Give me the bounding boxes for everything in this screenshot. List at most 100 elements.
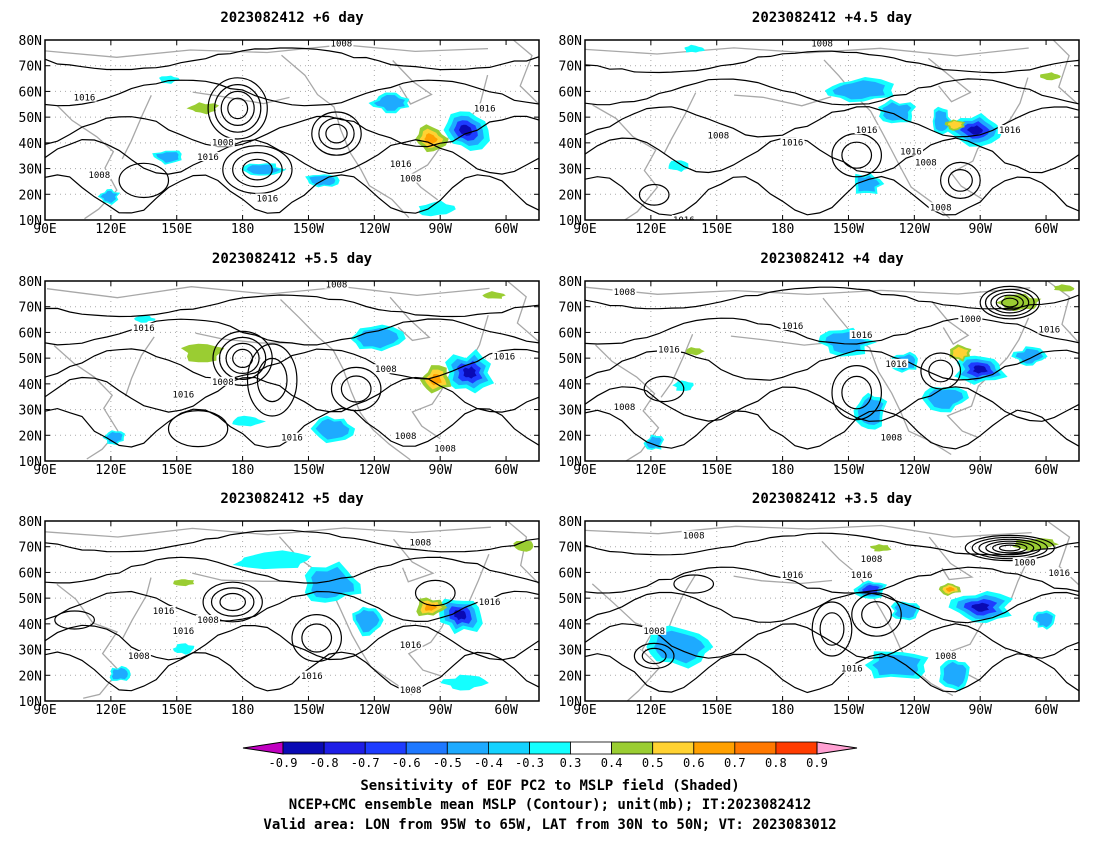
caption-line-1: Sensitivity of EOF PC2 to MSLP field (Sh… [360, 778, 739, 794]
lon-label: 180 [231, 463, 254, 478]
mslp-contour [45, 174, 539, 214]
contour-label-bg [671, 215, 696, 220]
sensitivity-negative-shade [934, 110, 950, 132]
colorbar-tick-label: 0.4 [601, 756, 623, 770]
lat-label: 30N [559, 404, 582, 419]
contour-label-bg [899, 146, 923, 156]
coastline [585, 286, 1031, 296]
lon-label: 90E [573, 703, 596, 718]
coastline [407, 554, 490, 678]
coastline [195, 332, 293, 344]
coastline [821, 540, 954, 697]
mslp-closed-contour [414, 579, 456, 607]
map-panel-p45: 1008101610081016101610161008100810162023… [559, 10, 1080, 237]
contour-label-bg [210, 376, 235, 386]
lat-label: 20N [559, 429, 582, 444]
lon-label: 150E [161, 222, 192, 237]
contour-label: 1008 [811, 40, 833, 50]
mslp-contour [45, 318, 539, 346]
lat-label: 60N [559, 85, 582, 100]
sensitivity-negative-shade [232, 550, 312, 570]
mslp-closed-contour [985, 540, 1035, 556]
mslp-closed-contour [851, 592, 902, 637]
sensitivity-negative-shade [832, 80, 885, 100]
coastline [950, 77, 1029, 200]
lat-label: 10N [559, 214, 582, 229]
mslp-closed-contour [167, 410, 229, 448]
colorbar-tick-label: -0.9 [269, 756, 298, 770]
lon-label: 60W [494, 703, 518, 718]
contour-label: 1008 [395, 432, 417, 442]
coastline [280, 299, 411, 461]
mslp-closed-contour [246, 343, 298, 417]
contour-label-bg [854, 125, 879, 134]
lat-label: 40N [559, 137, 582, 152]
lat-label: 50N [559, 111, 582, 126]
map-frame [584, 280, 1080, 462]
contour-label-bg [398, 173, 423, 183]
lon-label: 60W [494, 222, 518, 237]
mslp-closed-contour [325, 123, 348, 144]
colorbar-segment [775, 741, 818, 755]
coastline [45, 526, 491, 538]
sensitivity-negative-shade [462, 366, 477, 379]
colorbar-max-arrow [816, 741, 858, 755]
lon-label: 180 [231, 222, 254, 237]
lat-label: 50N [559, 592, 582, 607]
mslp-closed-contour [207, 77, 268, 140]
lon-label: 90E [573, 222, 596, 237]
contour-label-bg [280, 432, 304, 442]
contour-label: 1016 [494, 353, 516, 363]
lat-label: 50N [559, 352, 582, 367]
contour-label: 1000 [959, 315, 981, 325]
contour-label: 1016 [390, 160, 412, 170]
colorbar-segment [282, 741, 325, 755]
coastline [512, 40, 539, 106]
contour-label-bg [849, 330, 874, 339]
colorbar-segment [446, 741, 489, 755]
contour-label: 1016 [885, 360, 907, 370]
contour-label: 1016 [281, 434, 303, 444]
mslp-contour [585, 286, 1079, 310]
mslp-contour [45, 79, 539, 107]
lat-label: 80N [559, 275, 582, 290]
contour-label-bg [780, 137, 805, 147]
contour-label-bg [388, 159, 413, 169]
sensitivity-positive-shade [482, 291, 506, 299]
mslp-closed-contour [831, 365, 883, 421]
mslp-contour [585, 106, 1079, 138]
sensitivity-negative-shade [684, 44, 705, 53]
mslp-closed-contour [213, 84, 262, 133]
mslp-contour [45, 47, 539, 71]
sensitivity-negative-shade [654, 630, 705, 664]
colorbar-segment [364, 741, 407, 755]
lat-label: 50N [19, 111, 42, 126]
coastline [927, 57, 972, 103]
mslp-closed-contour [225, 342, 260, 374]
lat-label: 40N [19, 378, 42, 393]
mslp-closed-contour [218, 336, 267, 380]
mslp-closed-contour [940, 161, 981, 199]
contour-label: 1016 [1048, 569, 1070, 579]
lat-label: 80N [559, 515, 582, 530]
lon-label: 150W [293, 222, 324, 237]
contour-label-bg [612, 286, 637, 296]
lat-label: 10N [19, 214, 42, 229]
lat-label: 30N [559, 644, 582, 659]
coastline [946, 317, 1030, 439]
lat-label: 40N [19, 137, 42, 152]
sensitivity-positive-shade [952, 346, 969, 360]
contour-label-bg [933, 651, 958, 660]
mslp-closed-contour [202, 581, 263, 623]
lon-label: 90W [428, 703, 452, 718]
mslp-closed-contour [964, 534, 1055, 562]
contour-label: 1008 [915, 158, 937, 168]
contour-label: 1016 [782, 139, 804, 149]
contour-label: 1016 [782, 571, 804, 581]
lat-label: 40N [19, 618, 42, 633]
mslp-contour [585, 566, 1079, 594]
colorbar-segment [652, 741, 695, 755]
contour-label-bg [958, 313, 983, 323]
mslp-contour [585, 591, 1079, 624]
